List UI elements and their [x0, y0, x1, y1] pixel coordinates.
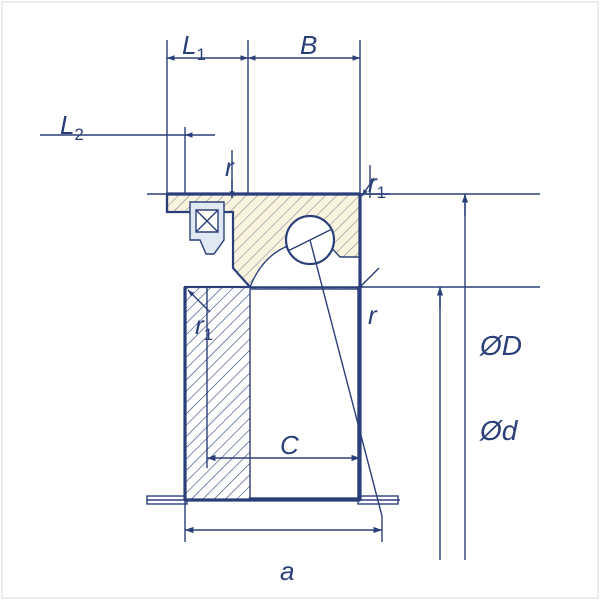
label-C: C	[280, 430, 299, 461]
label-D: ØD	[480, 330, 522, 362]
label-d: Ød	[480, 415, 517, 447]
label-r1-mid: r1	[195, 310, 213, 345]
drawing-svg	[0, 0, 600, 600]
label-r1-top: r1	[368, 168, 386, 203]
label-L2: L2	[60, 110, 84, 145]
label-L1: L1	[182, 30, 206, 65]
label-B: B	[300, 30, 317, 61]
label-r-mid: r	[368, 300, 377, 331]
label-r-top: r	[225, 152, 234, 183]
bearing-diagram: { "diagram": { "type": "engineering-draw…	[0, 0, 600, 600]
label-a: a	[280, 556, 294, 587]
